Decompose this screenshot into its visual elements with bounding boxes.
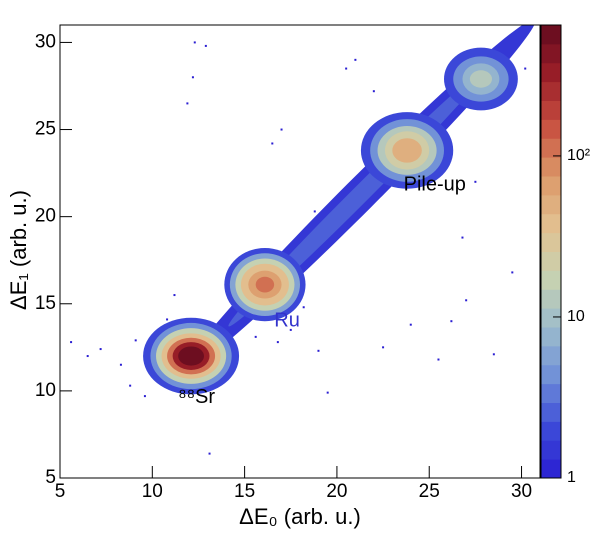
count-point [345,67,348,70]
count-point [271,142,274,145]
count-point [254,335,257,338]
z-tick-label: 10 [567,308,585,325]
count-point [191,76,194,79]
colorbar-band [541,176,561,196]
colorbar-band [541,100,561,120]
x-tick-label: 30 [511,481,532,502]
colorbar-band [541,194,561,215]
plot-area [70,25,536,455]
count-point [492,353,495,356]
count-point [317,349,320,352]
y-axis-label: ΔE₁ (arb. u.) [6,190,31,310]
colorbar-band [541,213,561,234]
colorbar-band [541,25,561,45]
colorbar-band [541,251,561,271]
colorbar-band [541,232,561,252]
count-point [437,358,440,361]
count-point [450,320,453,323]
count-point [134,339,137,342]
annotation: ⁸⁸Sr [178,386,215,408]
plot-frame [59,24,541,479]
y-tick-label: 15 [35,293,56,314]
count-point [372,90,375,93]
y-tick-label: 25 [35,119,56,140]
count-point [280,128,283,131]
count-point [186,102,189,105]
y-tick-label: 20 [35,206,56,227]
x-tick-label: 15 [234,481,255,502]
y-tick-label: 5 [45,467,56,488]
z-tick-label: 10² [567,147,591,164]
density-contour [178,346,204,366]
count-point [166,318,169,321]
colorbar-band [541,270,561,290]
count-point [276,341,279,344]
count-point [409,323,412,326]
x-axis-label: ΔE₀ (arb. u.) [239,504,361,529]
colorbar-band [541,402,561,422]
count-point [289,328,292,331]
y-tick-label: 10 [35,380,56,401]
density-contour [392,138,422,163]
annotation: Pile-up [404,174,466,196]
count-point [354,58,357,61]
colorbar-band [541,327,561,347]
count-point [474,180,477,183]
count-point [461,236,464,239]
count-point [204,44,207,47]
count-point [143,395,146,398]
count-point [193,41,196,44]
y-tick-label: 30 [35,31,56,52]
count-point [465,299,468,302]
colorbar-band [541,81,561,101]
count-point [70,341,73,344]
colorbar-band [541,157,561,177]
count-point [173,294,176,297]
count-point [524,67,527,70]
count-point [129,384,132,387]
z-tick-label: 1 [567,469,576,486]
count-point [313,210,316,213]
colorbar-band [541,440,561,460]
count-point [119,363,122,366]
count-point [382,346,385,349]
x-tick-label: 20 [326,481,347,502]
colorbar-band [541,138,561,158]
count-point [302,306,305,309]
count-point [326,391,329,394]
colorbar-band [541,383,561,403]
x-tick-label: 25 [419,481,440,502]
colorbar-frame [540,24,562,479]
density-contour [255,276,275,293]
count-point [99,348,102,351]
colorbar-band [541,459,561,479]
colorbar-band [541,62,561,83]
x-tick-label: 5 [55,481,66,502]
x-tick-label: 10 [142,481,163,502]
density-contour [469,70,492,88]
colorbar-band [541,421,561,441]
colorbar-band [541,119,561,139]
count-point [208,452,211,455]
colorbar-band [541,289,561,309]
colorbar-band [541,43,561,64]
colorbar-band [541,364,561,385]
count-point [86,355,89,358]
count-point [511,271,514,274]
annotation: Ru [274,309,300,331]
colorbar-band [541,308,561,328]
colorbar-band [541,345,561,366]
